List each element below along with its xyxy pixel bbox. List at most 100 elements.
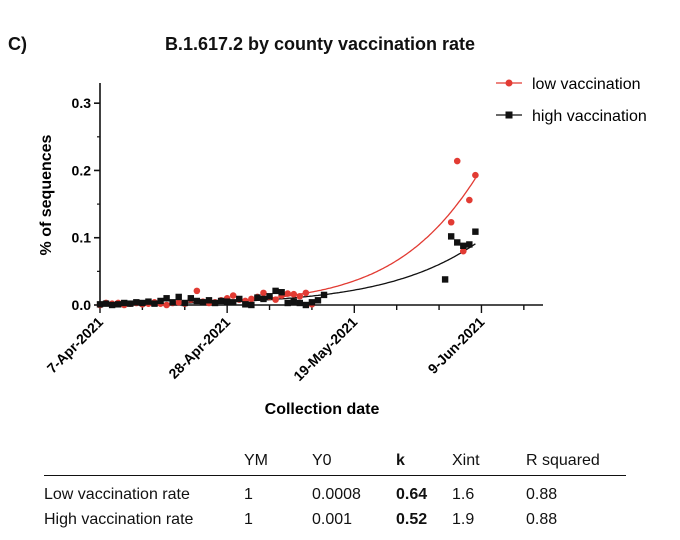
high-vaccination-point: [127, 300, 134, 307]
high-vaccination-point: [181, 299, 188, 307]
low-vaccination-point: [447, 218, 455, 226]
low-vaccination-point: [272, 296, 279, 303]
table-row: Low vaccination rate 1 0.0008 0.64 1.6 0…: [44, 475, 626, 507]
x-tick-label: 7-Apr-2021: [44, 314, 107, 377]
y-tick-label: 0.3: [72, 95, 92, 111]
low-vaccination-point: [290, 290, 298, 298]
high-vaccination-point: [236, 295, 243, 303]
y-tick-label: 0.2: [72, 162, 92, 178]
table-cell: 0.0008: [312, 475, 396, 507]
table-cell: Low vaccination rate: [44, 475, 244, 507]
legend-low-vaccination-marker: [505, 79, 513, 87]
panel-label: C): [8, 34, 27, 54]
high-vaccination-point: [145, 298, 152, 305]
low-vaccination-point: [260, 289, 267, 297]
high-vaccination-point: [272, 287, 279, 295]
high-vaccination-point: [230, 299, 237, 306]
low-vaccination-point: [193, 287, 201, 295]
table-cell: High vaccination rate: [44, 510, 194, 528]
high-vaccination-point: [223, 298, 231, 305]
high-vaccination-point: [472, 228, 479, 235]
low-vaccination-point: [163, 301, 170, 309]
table-cell: 1.6: [452, 475, 526, 507]
high-vaccination-point: [254, 294, 261, 301]
table-cell: 0.64: [396, 475, 452, 507]
high-vaccination-point: [466, 241, 473, 248]
high-vaccination-point: [114, 301, 122, 308]
table-row: High vaccination rate 1 0.001 0.52 1.9 0…: [44, 507, 626, 532]
high-vaccination-point: [296, 299, 304, 307]
table-header: R squared: [526, 452, 600, 469]
parameter-table: YM Y0 k Xint R squared Low vaccination r…: [44, 447, 626, 532]
high-vaccination-point: [193, 297, 201, 305]
high-vaccination-point: [199, 299, 207, 306]
high-vaccination-point: [102, 300, 110, 307]
high-vaccination-point: [121, 299, 128, 307]
table-cell: 0.001: [312, 510, 353, 528]
high-vaccination-point: [320, 291, 328, 299]
low-vaccination-point: [466, 196, 473, 204]
table-cell: 0.88: [526, 475, 626, 507]
high-vaccination-point: [205, 297, 213, 304]
high-vaccination-point: [248, 301, 255, 309]
y-tick-label: 0.1: [72, 230, 92, 246]
table-header: [44, 447, 244, 476]
low-vaccination-point: [175, 299, 183, 306]
high-vaccination-point: [96, 301, 104, 308]
table-cell: 1: [244, 510, 253, 528]
high-vaccination-point: [308, 299, 316, 306]
legend-low-vaccination-label: low vaccination: [532, 76, 641, 93]
high-vaccination-point: [175, 293, 182, 301]
high-vaccination-point: [441, 276, 449, 283]
legend-high-vaccination-label: high vaccination: [532, 108, 647, 125]
high-vaccination-point: [278, 289, 285, 296]
high-vaccination-point: [151, 300, 158, 307]
low-vaccination-point: [302, 289, 310, 297]
high-vaccination-point: [108, 301, 116, 309]
table-header-row: YM Y0 k Xint R squared: [44, 447, 626, 476]
table-cell: 0.88: [526, 510, 558, 528]
high-vaccination-point: [447, 233, 455, 240]
high-vaccination-point: [266, 293, 273, 300]
high-vaccination-point: [133, 299, 140, 306]
low-vaccination-point: [296, 292, 304, 300]
low-vaccination-point: [472, 171, 479, 179]
table-cell: 1.9: [452, 510, 475, 528]
low-vaccination-point: [284, 290, 291, 297]
high-vaccination-point: [169, 299, 176, 306]
low-vaccination-point: [229, 292, 237, 299]
x-tick-label: 9-Jun-2021: [425, 314, 488, 377]
table-header: k: [396, 452, 405, 469]
table-header: YM: [244, 452, 268, 469]
high-vaccination-point: [187, 295, 195, 302]
table-cell: 0.52: [396, 510, 428, 528]
high-vaccination-point: [157, 297, 164, 305]
x-axis-label: Collection date: [265, 401, 380, 418]
chart-title: B.1.617.2 by county vaccination rate: [164, 34, 476, 54]
high-vaccination-point: [460, 242, 467, 249]
high-vaccination-point: [163, 295, 170, 302]
high-vaccination-point: [302, 301, 310, 309]
high-vaccination-point: [290, 298, 297, 305]
high-vaccination-point: [454, 239, 461, 246]
low-vaccination-point: [248, 295, 255, 303]
high-vaccination-point: [242, 301, 249, 308]
x-tick-label: 19-May-2021: [290, 314, 360, 384]
high-vaccination-point: [217, 297, 225, 305]
table-header: Xint: [452, 452, 480, 469]
x-tick-label: 28-Apr-2021: [165, 314, 233, 382]
high-vaccination-point: [260, 295, 267, 303]
legend-high-vaccination-marker: [505, 111, 513, 119]
low-vaccination-point: [453, 157, 461, 165]
high-vaccination-point: [139, 299, 146, 307]
high-vaccination-point: [284, 299, 291, 307]
low-vaccination-point: [459, 247, 467, 255]
y-tick-label: 0.0: [72, 297, 92, 313]
high-vaccination-point: [314, 297, 322, 304]
low-vaccination-fit-curve: [99, 178, 476, 306]
scatter-chart: 0.0 0.1 0.2 0.3 7-Apr-2021 28-Apr-2021 19-May-…: [38, 76, 647, 418]
y-axis-label: % of sequences: [38, 134, 55, 255]
high-vaccination-point: [211, 299, 219, 307]
table-header: Y0: [312, 452, 332, 469]
table-cell: 1: [244, 475, 312, 507]
